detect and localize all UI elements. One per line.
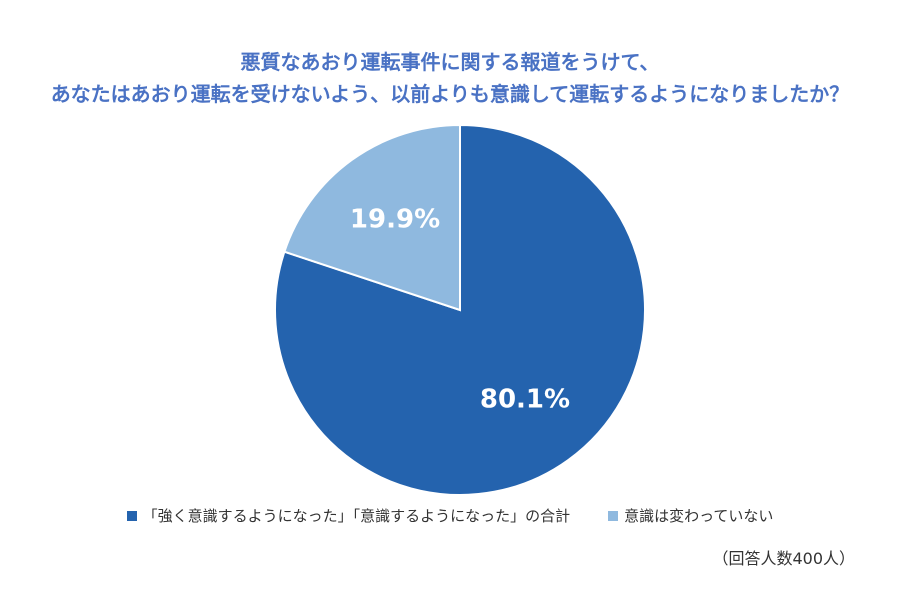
pie-value-labels: 80.1% 19.9% [350, 204, 570, 414]
pie-label-combined: 80.1% [480, 385, 570, 415]
legend-swatch-unchanged [608, 510, 619, 521]
pie-slice-unchanged [283, 123, 461, 312]
legend-label-combined: 「強く意識するようになった」「意識するようになった」の合計 [142, 507, 571, 525]
legend-swatch-combined [126, 510, 137, 521]
legend-label-unchanged: 意識は変わっていない [624, 507, 774, 525]
legend: 「強く意識するようになった」「意識するようになった」の合計 意識は変わっていない [0, 505, 900, 526]
pie-slices [274, 123, 646, 496]
legend-item-unchanged: 意識は変わっていない [608, 505, 773, 526]
legend-item-combined: 「強く意識するようになった」「意識するようになった」の合計 [126, 505, 571, 526]
chart-title-line-2: あなたはあおり運転を受けないよう、以前よりも意識して運転するようになりましたか？ [50, 82, 850, 106]
chart-title-line-1: 悪質なあおり運転事件に関する報道をうけて、 [240, 50, 660, 74]
pie-label-unchanged: 19.9% [350, 204, 440, 234]
respondent-count-note: （回答人数400人） [712, 549, 855, 568]
